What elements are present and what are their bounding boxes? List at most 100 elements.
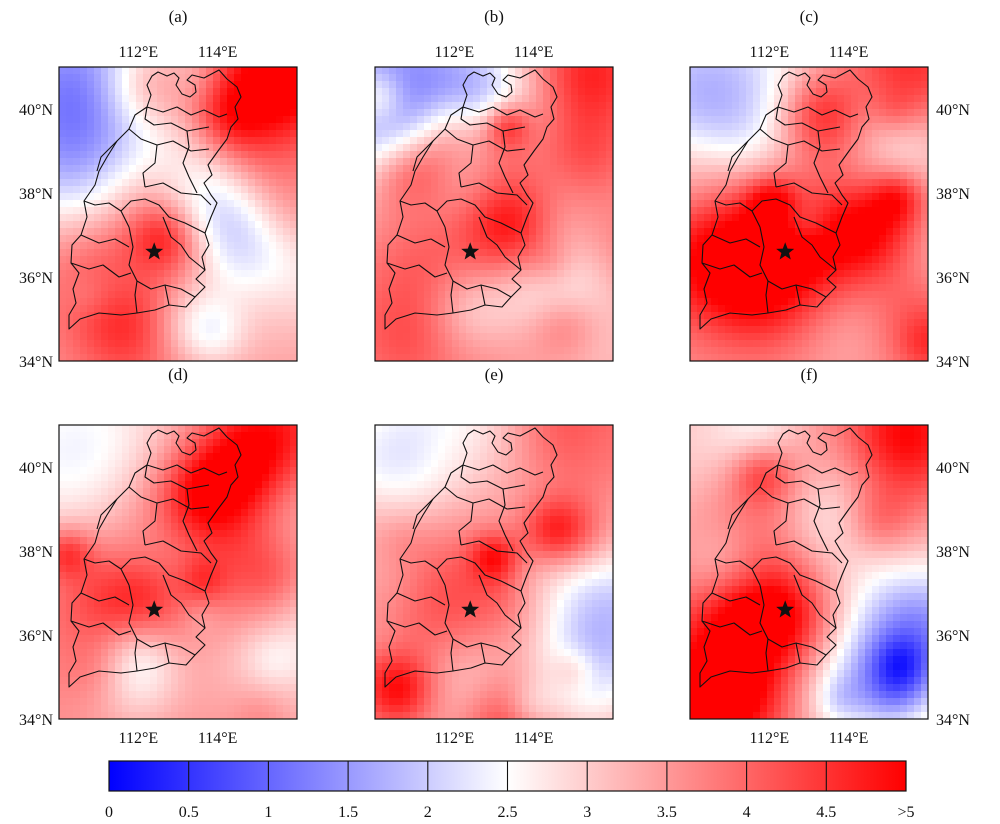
heatmap-cell: [865, 270, 873, 278]
heatmap-cell: [143, 326, 151, 334]
heatmap-cell: [515, 207, 523, 215]
heatmap-cell: [185, 242, 193, 250]
heatmap-cell: [879, 207, 887, 215]
heatmap-cell: [830, 270, 838, 278]
heatmap-cell: [157, 242, 165, 250]
heatmap-cell: [494, 305, 502, 313]
heatmap-cell: [410, 123, 418, 131]
heatmap-cell: [227, 333, 235, 341]
heatmap-cell: [396, 130, 404, 138]
heatmap-cell: [466, 123, 474, 131]
city-boundary: [144, 106, 210, 132]
heatmap-cell: [515, 249, 523, 257]
heatmap-cell: [185, 305, 193, 313]
heatmap-cell: [375, 102, 383, 110]
heatmap-cell: [220, 347, 228, 355]
heatmap-cell: [438, 333, 446, 341]
heatmap-cell: [578, 130, 586, 138]
heatmap-cell: [816, 270, 824, 278]
heatmap-cell: [417, 193, 425, 201]
heatmap-cell: [473, 81, 481, 89]
heatmap-cell: [290, 446, 297, 454]
heatmap-cell: [564, 221, 572, 229]
heatmap-cell: [480, 284, 488, 292]
heatmap-cell: [522, 172, 530, 180]
heatmap-cell: [459, 319, 467, 327]
heatmap-cell: [599, 81, 607, 89]
heatmap-cell: [592, 137, 600, 145]
heatmap-cell: [795, 207, 803, 215]
heatmap-cell: [900, 116, 908, 124]
heatmap-cell: [283, 95, 291, 103]
heatmap-cell: [487, 270, 495, 278]
heatmap-cell: [550, 291, 558, 299]
heatmap-cell: [851, 284, 859, 292]
heatmap-cell: [59, 179, 67, 187]
heatmap-cell: [382, 95, 390, 103]
heatmap-cell: [739, 256, 747, 264]
heatmap-cell: [199, 179, 207, 187]
city-boundary: [188, 176, 198, 194]
heatmap-cell: [122, 509, 130, 517]
heatmap-cell: [87, 544, 95, 552]
heatmap-cell: [108, 305, 116, 313]
heatmap-cell: [865, 263, 873, 271]
heatmap-cell: [452, 172, 460, 180]
heatmap-cell: [255, 333, 263, 341]
heatmap-cell: [108, 263, 116, 271]
heatmap-cell: [213, 312, 221, 320]
heatmap-cell: [711, 235, 719, 243]
heatmap-cell: [164, 263, 172, 271]
heatmap-cell: [893, 305, 901, 313]
heatmap-cell: [129, 551, 137, 559]
heatmap-cell: [774, 228, 782, 236]
heatmap-cell: [767, 151, 775, 159]
heatmap-cell: [171, 228, 179, 236]
heatmap-cell: [199, 516, 207, 524]
heatmap-cell: [557, 172, 565, 180]
heatmap-cell: [592, 235, 600, 243]
heatmap-cell: [515, 214, 523, 222]
heatmap-cell: [199, 467, 207, 475]
heatmap-cell: [487, 67, 495, 75]
heatmap-cell: [900, 158, 908, 166]
heatmap-cell: [129, 200, 137, 208]
heatmap-cell: [192, 523, 200, 531]
heatmap-cell: [473, 102, 481, 110]
heatmap-cell: [893, 165, 901, 173]
heatmap-cell: [178, 425, 186, 433]
heatmap-cell: [718, 88, 726, 96]
heatmap-cell: [445, 95, 453, 103]
heatmap-cell: [129, 277, 137, 285]
heatmap-cell: [290, 214, 297, 222]
heatmap-cell: [227, 81, 235, 89]
heatmap-cell: [725, 116, 733, 124]
heatmap-cell: [690, 270, 698, 278]
heatmap-cell: [234, 242, 242, 250]
heatmap-cell: [171, 446, 179, 454]
heatmap-cell: [115, 516, 123, 524]
heatmap-cell: [199, 488, 207, 496]
heatmap-cell: [564, 298, 572, 306]
heatmap-cell: [543, 319, 551, 327]
heatmap-cell: [192, 200, 200, 208]
heatmap-cell: [578, 207, 586, 215]
heatmap-cell: [494, 95, 502, 103]
heatmap-cell: [501, 109, 509, 117]
heatmap-cell: [227, 193, 235, 201]
heatmap-cell: [410, 305, 418, 313]
heatmap-cell: [73, 263, 81, 271]
heatmap-cell: [220, 179, 228, 187]
heatmap-cell: [171, 88, 179, 96]
heatmap-cell: [290, 193, 297, 201]
map-panel: (c)112°E 114°E40°N38°N36°N34°N: [689, 7, 970, 371]
heatmap-cell: [914, 242, 922, 250]
heatmap-cell: [886, 116, 894, 124]
heatmap-cell: [403, 228, 411, 236]
heatmap-cell: [907, 200, 915, 208]
heatmap-cell: [115, 95, 123, 103]
heatmap-cell: [900, 186, 908, 194]
heatmap-cell: [171, 151, 179, 159]
heatmap-cell: [410, 347, 418, 355]
heatmap-cell: [781, 263, 789, 271]
